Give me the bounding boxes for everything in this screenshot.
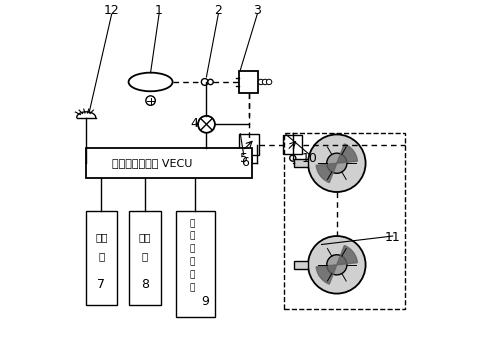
Text: 步: 步 bbox=[190, 257, 195, 266]
Text: 箱: 箱 bbox=[141, 251, 148, 261]
Polygon shape bbox=[316, 265, 337, 284]
FancyBboxPatch shape bbox=[239, 71, 258, 94]
Text: 2: 2 bbox=[214, 4, 222, 17]
Circle shape bbox=[266, 79, 272, 85]
Polygon shape bbox=[316, 163, 337, 183]
Circle shape bbox=[258, 79, 264, 85]
Text: 9: 9 bbox=[201, 295, 209, 308]
Circle shape bbox=[327, 153, 347, 173]
Text: 3: 3 bbox=[253, 4, 261, 17]
Text: 变速: 变速 bbox=[138, 232, 151, 242]
FancyBboxPatch shape bbox=[86, 148, 252, 178]
Text: 关: 关 bbox=[190, 283, 195, 292]
Circle shape bbox=[201, 79, 208, 85]
Circle shape bbox=[308, 236, 365, 294]
FancyBboxPatch shape bbox=[239, 134, 259, 155]
FancyBboxPatch shape bbox=[129, 211, 161, 305]
Circle shape bbox=[198, 116, 215, 133]
Circle shape bbox=[146, 96, 155, 105]
FancyBboxPatch shape bbox=[176, 211, 215, 317]
Polygon shape bbox=[337, 245, 357, 265]
Text: 7: 7 bbox=[97, 278, 106, 291]
Circle shape bbox=[245, 156, 252, 163]
Text: 整车电子控制器 VECU: 整车电子控制器 VECU bbox=[112, 158, 193, 168]
Circle shape bbox=[327, 255, 347, 275]
Text: 机: 机 bbox=[98, 251, 105, 261]
Circle shape bbox=[308, 134, 365, 192]
Text: 11: 11 bbox=[385, 231, 401, 244]
Ellipse shape bbox=[129, 73, 173, 91]
Text: 6: 6 bbox=[241, 156, 249, 169]
FancyBboxPatch shape bbox=[283, 135, 302, 154]
Circle shape bbox=[262, 79, 268, 85]
Text: 12: 12 bbox=[104, 4, 120, 17]
Polygon shape bbox=[337, 144, 357, 163]
FancyBboxPatch shape bbox=[294, 159, 308, 168]
FancyBboxPatch shape bbox=[86, 211, 117, 305]
Text: 开: 开 bbox=[190, 270, 195, 279]
Text: 坡: 坡 bbox=[190, 219, 195, 228]
Text: 道: 道 bbox=[190, 232, 195, 241]
Text: 起: 起 bbox=[190, 244, 195, 254]
Text: 4: 4 bbox=[191, 117, 198, 130]
Text: 5: 5 bbox=[240, 152, 248, 165]
Text: 10: 10 bbox=[302, 152, 318, 165]
Text: 8: 8 bbox=[141, 278, 149, 291]
FancyBboxPatch shape bbox=[294, 260, 308, 269]
Circle shape bbox=[290, 155, 296, 161]
Text: 1: 1 bbox=[155, 4, 163, 17]
Circle shape bbox=[208, 79, 213, 85]
Text: 发动: 发动 bbox=[95, 232, 108, 242]
